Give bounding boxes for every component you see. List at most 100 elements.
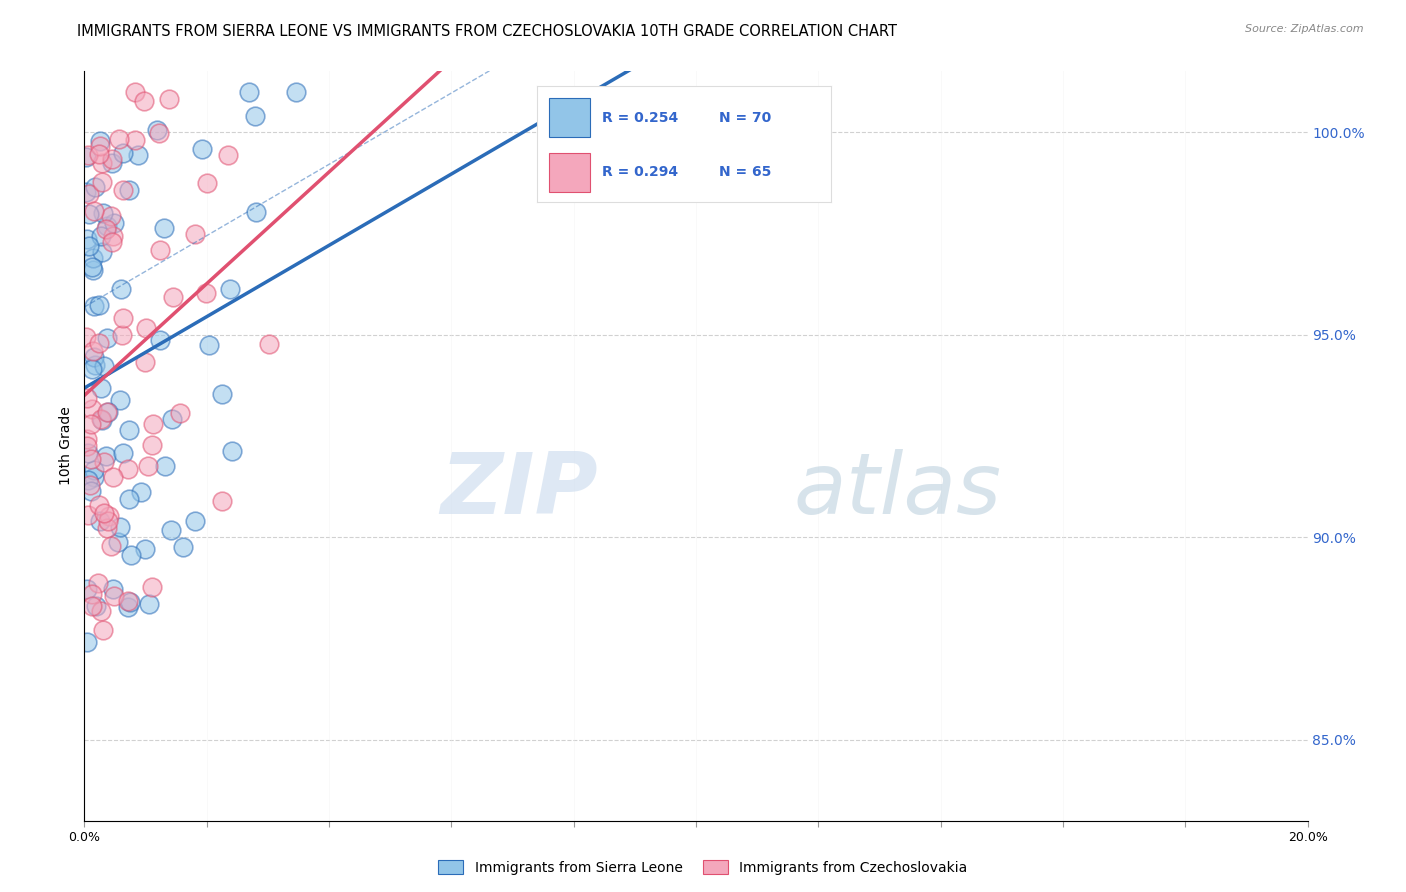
Point — [117, 599, 139, 614]
Point — [100, 539, 122, 553]
Point — [110, 519, 132, 533]
Point — [108, 393, 131, 408]
Point — [89, 411, 111, 425]
Point — [111, 446, 134, 460]
Point — [89, 498, 111, 512]
Point — [245, 205, 267, 219]
Point — [80, 417, 103, 431]
Point — [76, 148, 98, 162]
Point — [76, 635, 98, 649]
Point — [118, 183, 141, 197]
Point — [75, 185, 97, 199]
Point — [120, 549, 142, 563]
Point — [91, 175, 114, 189]
Point — [84, 358, 107, 372]
Point — [76, 473, 98, 487]
Point — [91, 205, 114, 219]
Point — [245, 109, 267, 123]
Text: Source: ZipAtlas.com: Source: ZipAtlas.com — [1246, 24, 1364, 34]
Point — [75, 150, 97, 164]
Point — [96, 219, 118, 234]
Point — [93, 506, 115, 520]
Point — [146, 123, 169, 137]
Point — [141, 438, 163, 452]
Point — [93, 455, 115, 469]
Text: atlas: atlas — [794, 450, 1002, 533]
Point — [97, 514, 120, 528]
Point — [191, 142, 214, 156]
Point — [138, 597, 160, 611]
Point — [82, 251, 104, 265]
Point — [76, 508, 98, 522]
Point — [107, 534, 129, 549]
Point — [83, 463, 105, 477]
Point — [75, 329, 97, 343]
Point — [89, 134, 111, 148]
Point — [183, 514, 205, 528]
Point — [87, 297, 110, 311]
Point — [98, 508, 121, 523]
Point — [111, 183, 134, 197]
Point — [91, 245, 114, 260]
Point — [155, 458, 177, 473]
Point — [124, 85, 146, 99]
Point — [120, 595, 142, 609]
Point — [100, 209, 122, 223]
Text: ZIP: ZIP — [440, 450, 598, 533]
Point — [110, 282, 132, 296]
Point — [101, 582, 124, 596]
Point — [94, 222, 117, 236]
Point — [221, 444, 243, 458]
Point — [80, 452, 103, 467]
Point — [159, 524, 181, 538]
Point — [141, 581, 163, 595]
Point — [80, 402, 103, 417]
Point — [96, 405, 118, 419]
Point — [124, 133, 146, 147]
Point — [83, 470, 105, 484]
Point — [112, 310, 135, 325]
Point — [96, 521, 118, 535]
Point — [217, 148, 239, 162]
Point — [103, 590, 125, 604]
Point — [183, 227, 205, 242]
Point — [79, 239, 101, 253]
Point — [172, 540, 194, 554]
Point — [76, 432, 98, 446]
Point — [111, 327, 134, 342]
Point — [197, 176, 219, 190]
Point — [76, 439, 98, 453]
Point — [257, 336, 280, 351]
Point — [90, 381, 112, 395]
Point — [117, 462, 139, 476]
Point — [134, 354, 156, 368]
Point — [129, 484, 152, 499]
Point — [118, 492, 141, 507]
Point — [82, 343, 104, 358]
Point — [94, 449, 117, 463]
Point — [103, 469, 125, 483]
Text: IMMIGRANTS FROM SIERRA LEONE VS IMMIGRANTS FROM CZECHOSLOVAKIA 10TH GRADE CORREL: IMMIGRANTS FROM SIERRA LEONE VS IMMIGRAN… — [77, 24, 897, 39]
Point — [82, 263, 104, 277]
Point — [77, 186, 100, 201]
Point — [103, 216, 125, 230]
Point — [84, 180, 107, 194]
Point — [134, 541, 156, 556]
Point — [135, 321, 157, 335]
Point — [118, 424, 141, 438]
Point — [101, 156, 124, 170]
Point — [87, 147, 110, 161]
Point — [134, 94, 156, 108]
Point — [91, 624, 114, 638]
Point — [117, 593, 139, 607]
Point — [80, 260, 103, 274]
Point — [108, 131, 131, 145]
Point — [162, 290, 184, 304]
Point — [142, 417, 165, 432]
Point — [87, 336, 110, 351]
Point — [80, 599, 103, 613]
Point — [76, 232, 98, 246]
Point — [90, 229, 112, 244]
Point — [127, 148, 149, 162]
Point — [136, 458, 159, 473]
